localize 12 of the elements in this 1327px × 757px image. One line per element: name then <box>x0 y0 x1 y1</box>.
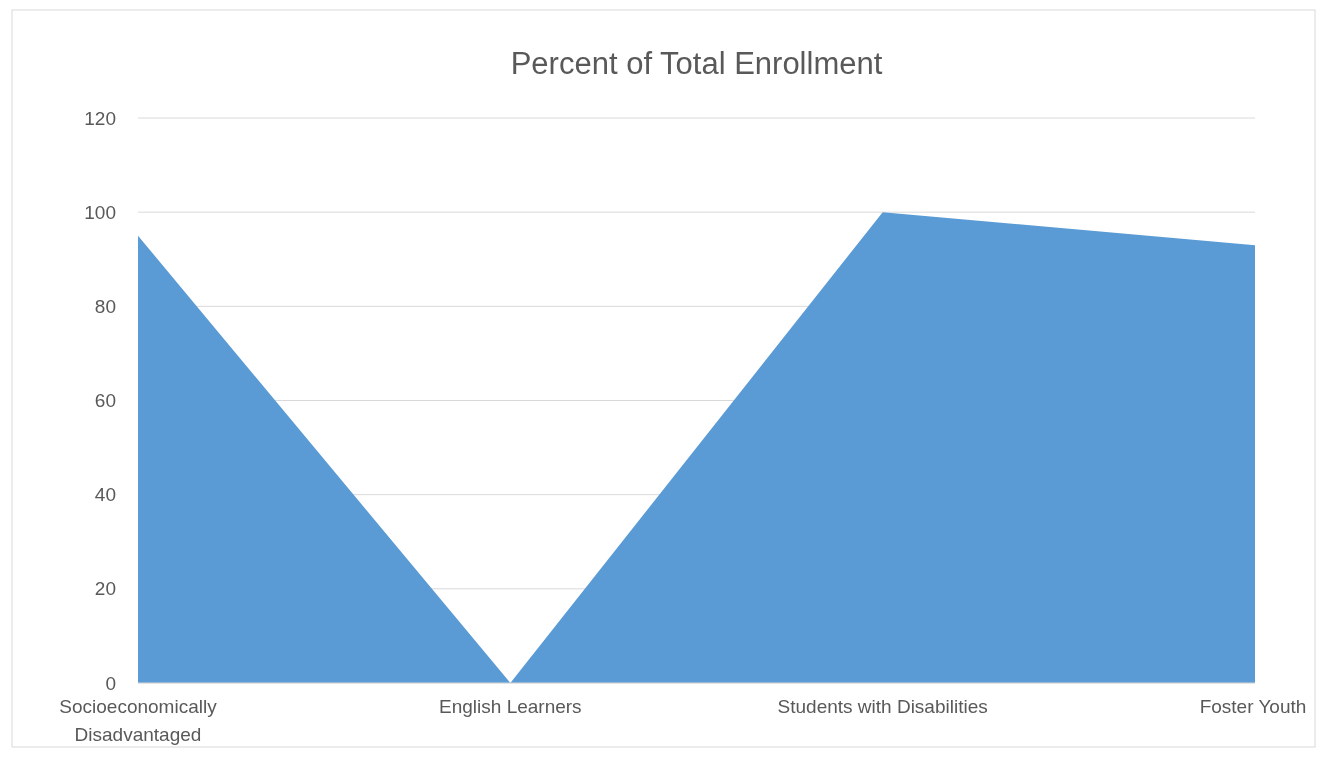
y-tick-label: 80 <box>94 295 116 317</box>
y-tick-label: 100 <box>84 201 116 223</box>
x-tick-label: English Learners <box>439 696 582 717</box>
y-tick-label: 120 <box>84 107 116 129</box>
y-tick-label: 60 <box>94 390 116 412</box>
y-tick-label: 40 <box>94 484 116 506</box>
y-tick-label: 20 <box>94 578 116 600</box>
chart-title: Percent of Total Enrollment <box>510 46 883 81</box>
x-tick-label: Students with Disabilities <box>777 696 988 717</box>
x-tick-label: Foster Youth <box>1199 696 1307 717</box>
y-tick-label: 0 <box>105 672 116 694</box>
x-tick-label: Socioeconomically Disadvantaged <box>59 696 218 745</box>
